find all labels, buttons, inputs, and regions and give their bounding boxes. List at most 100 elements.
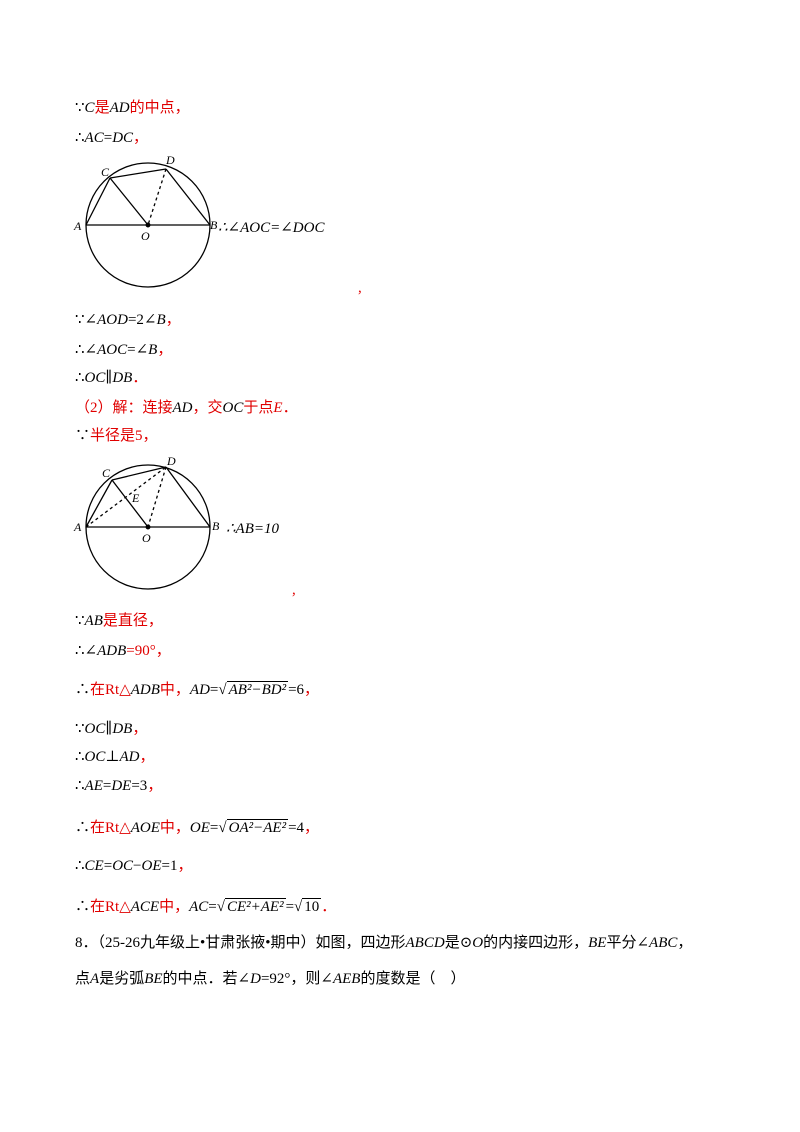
text-segment: ACE xyxy=(130,899,160,915)
text-segment: ∥ xyxy=(105,370,113,386)
text-segment: 的度数是（ ） xyxy=(360,971,466,987)
text-segment: 10 xyxy=(302,898,322,915)
text-segment: AD xyxy=(109,100,130,116)
text-line: ∴AC=DC， xyxy=(75,128,148,148)
text-segment: =2∠ xyxy=(127,312,157,328)
text-segment: AE xyxy=(84,778,103,794)
text-segment: ⊥ xyxy=(105,749,120,765)
text-segment: D xyxy=(250,971,261,987)
text-segment: ∴ xyxy=(75,899,91,915)
text-segment: 是 xyxy=(94,100,110,116)
text-segment: ， xyxy=(304,682,320,698)
text-line: ∵OC∥DB， xyxy=(75,719,147,739)
text-segment: ∴ xyxy=(75,749,85,765)
text-segment: E xyxy=(273,400,283,416)
text-segment: ADB xyxy=(130,682,160,698)
text-segment: 在Rt△ xyxy=(90,682,131,698)
point-label: D xyxy=(165,153,175,167)
text-segment: ∵ xyxy=(75,428,91,444)
text-segment: AB xyxy=(84,613,103,629)
text-segment: ， xyxy=(132,721,148,737)
text-segment: ABCD xyxy=(405,935,445,951)
text-segment: =6 xyxy=(288,682,305,698)
text-segment: ∵ xyxy=(75,613,85,629)
text-segment: ， xyxy=(139,749,155,765)
text-segment: OE xyxy=(141,858,162,874)
point-label: O xyxy=(142,531,151,545)
text-line: ∴在Rt△ADB中，AD=√ AB²−BD² =6， xyxy=(75,680,319,700)
text-line: ∴在Rt△ACE中，AC=√ CE²+AE² =√ 10 ． xyxy=(75,897,336,917)
text-segment: DB xyxy=(112,721,133,737)
text-segment: 是⊙ xyxy=(444,935,473,951)
text-segment: OC xyxy=(112,858,134,874)
text-segment: =√ xyxy=(209,682,227,698)
text-segment: AOD xyxy=(97,312,128,328)
text-segment: AD xyxy=(119,749,140,765)
text-segment: BE xyxy=(588,935,607,951)
text-segment: ∴ xyxy=(75,130,85,146)
figure-1 xyxy=(85,162,211,288)
point-label: C xyxy=(102,466,111,480)
text-segment: ， xyxy=(133,130,149,146)
text-segment: ∴ xyxy=(75,858,85,874)
text-segment: 是直径， xyxy=(102,613,163,629)
text-segment: = xyxy=(103,858,113,874)
text-segment: OA²−AE² xyxy=(226,819,289,836)
text-segment: ∵∠ xyxy=(75,312,98,328)
text-segment: 半径是5， xyxy=(90,428,158,444)
text-segment: ∴ xyxy=(75,370,85,386)
text-segment: O xyxy=(472,935,484,951)
text-segment: AC xyxy=(84,130,104,146)
text-segment: ∴ xyxy=(75,820,91,836)
text-line: ∴AE=DE=3， xyxy=(75,776,162,796)
text-segment: 在Rt△ xyxy=(90,899,131,915)
text-segment: ∵ xyxy=(75,721,85,737)
text-segment: ∴∠ xyxy=(75,643,98,659)
text-segment: ∴ xyxy=(75,682,91,698)
text-segment: BE xyxy=(144,971,163,987)
point-label: A xyxy=(73,219,82,233)
text-segment: = xyxy=(103,130,113,146)
text-segment: =4 xyxy=(288,820,305,836)
text-segment: =3 xyxy=(131,778,148,794)
text-segment: AOE xyxy=(130,820,160,836)
point-label: B xyxy=(212,519,220,533)
text-segment: =√ xyxy=(285,899,303,915)
comma: , xyxy=(358,280,362,296)
text-segment: DB xyxy=(112,370,133,386)
text-line: ∵半径是5， xyxy=(75,426,158,446)
text-line: ∵C是AD的中点， xyxy=(75,98,190,118)
text-segment: AD xyxy=(189,682,210,698)
text-segment: （2）解：连接 xyxy=(75,400,173,416)
text-segment: = xyxy=(102,778,112,794)
text-line: ∴∠ADB=90°， xyxy=(75,641,171,661)
text-segment: 的中点， xyxy=(129,100,190,116)
text-line: （2）解：连接AD，交OC于点E． xyxy=(75,398,298,418)
text-segment: ADB xyxy=(97,643,127,659)
text-line: ∴CE=OC−OE=1， xyxy=(75,856,192,876)
text-segment: OC xyxy=(84,721,106,737)
text-segment: 的中点．若∠ xyxy=(162,971,251,987)
point-label: B xyxy=(210,218,218,232)
text-segment: =92°，则∠ xyxy=(260,971,333,987)
figure-caption: ∴∠AOC=∠DOC xyxy=(218,220,325,236)
figure-2 xyxy=(85,464,211,590)
text-segment: 是劣弧 xyxy=(99,971,145,987)
text-segment: ∴∠ xyxy=(75,342,98,358)
text-segment: 平分∠ xyxy=(606,935,650,951)
text-line: 8．（25-26九年级上•甘肃张掖•期中）如图，四边形ABCD是⊙O的内接四边形… xyxy=(75,933,692,953)
text-segment: =90°， xyxy=(126,643,171,659)
text-line: ∵∠AOD=2∠B， xyxy=(75,310,181,330)
text-segment: AOC xyxy=(97,342,128,358)
text-segment: DE xyxy=(111,778,132,794)
text-segment: OC xyxy=(84,370,106,386)
point-label: C xyxy=(101,165,110,179)
point-label: A xyxy=(73,520,82,534)
text-segment: 于点 xyxy=(243,400,274,416)
text-segment: ∥ xyxy=(105,721,113,737)
text-segment: OC xyxy=(222,400,244,416)
text-segment: ∵ xyxy=(75,100,85,116)
text-segment: AD xyxy=(172,400,193,416)
text-segment: B xyxy=(148,342,158,358)
